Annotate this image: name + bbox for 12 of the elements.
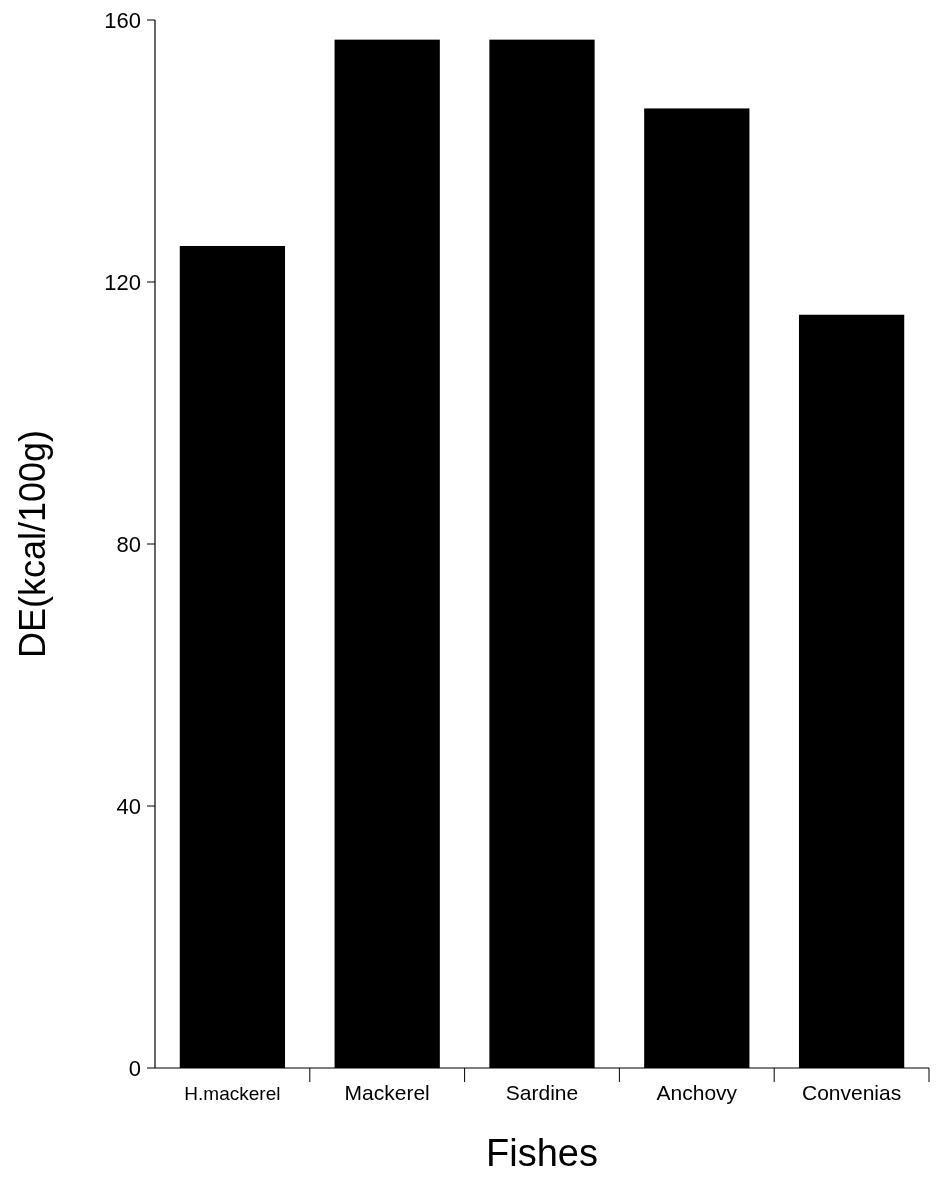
x-tick-label: Sardine [505, 1081, 579, 1104]
y-tick-label: 80 [116, 531, 141, 557]
y-axis-title: DE(kcal/100g) [12, 429, 53, 659]
x-tick-label: Anchovy [656, 1081, 738, 1104]
x-tick-label: Convenias [801, 1081, 902, 1104]
x-axis-title: Fishes [486, 1132, 598, 1174]
y-tick-label: 0 [128, 1055, 141, 1081]
x-tick-label: Mackerel [344, 1081, 430, 1104]
y-tick-label: 160 [104, 7, 141, 33]
y-tick-label: 40 [116, 793, 141, 819]
y-tick-label: 120 [104, 269, 141, 295]
x-tick-label: H.mackerel [184, 1083, 281, 1104]
